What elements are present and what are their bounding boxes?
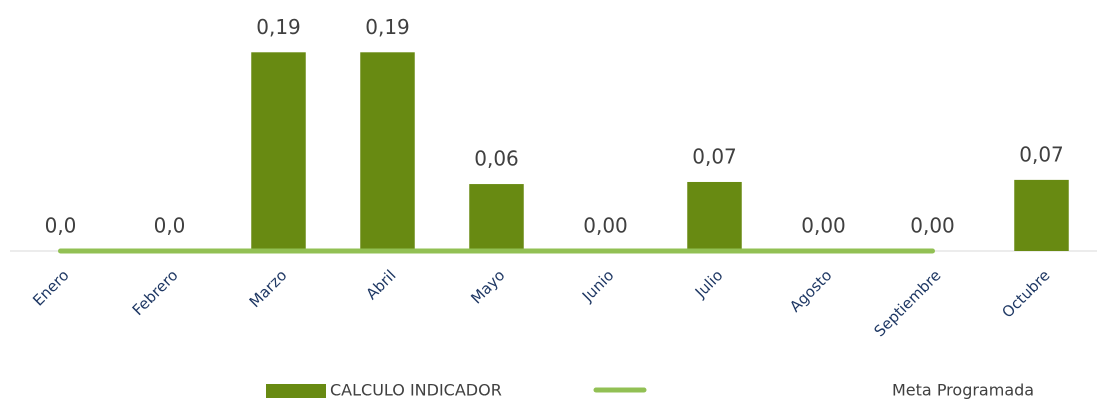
- value-label: 0,07: [1019, 142, 1064, 166]
- value-label: 0,06: [474, 147, 519, 171]
- x-tick-label: Agosto: [786, 266, 835, 315]
- value-label: 0,00: [801, 214, 846, 238]
- x-tick-label: Marzo: [246, 266, 291, 311]
- bar: [251, 52, 306, 251]
- legend-label: Meta Programada: [892, 381, 1034, 400]
- bar: [360, 52, 415, 251]
- x-tick-label: Octubre: [998, 266, 1053, 321]
- bar: [687, 181, 742, 251]
- value-label: 0,00: [910, 214, 955, 238]
- value-label: 0,19: [365, 15, 410, 39]
- x-tick-label: Septiembre: [870, 266, 944, 340]
- x-tick-label: Junio: [578, 266, 617, 305]
- value-label: 0,0: [45, 214, 77, 238]
- value-label: 0,07: [692, 144, 737, 168]
- x-tick-label: Julio: [691, 266, 727, 302]
- value-label: 0,00: [583, 214, 628, 238]
- bar: [469, 184, 524, 251]
- bar: [1014, 179, 1069, 251]
- x-tick-label: Enero: [29, 266, 72, 309]
- value-label: 0,19: [256, 15, 301, 39]
- x-tick-label: Febrero: [129, 266, 182, 319]
- x-tick-label: Abril: [363, 266, 400, 303]
- x-tick-label: Mayo: [467, 266, 508, 307]
- value-label: 0,0: [154, 214, 186, 238]
- legend-swatch: [266, 384, 326, 398]
- legend-label: CALCULO INDICADOR: [330, 381, 502, 400]
